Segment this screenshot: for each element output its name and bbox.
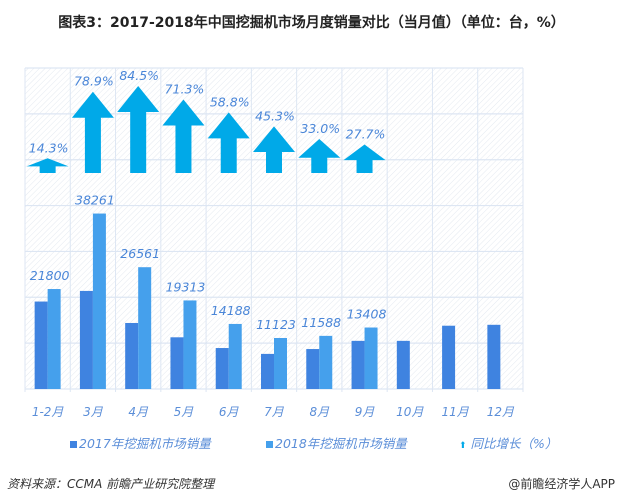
- legend-label: 2017年挖掘机市场销量: [79, 436, 211, 451]
- bar-2018: [319, 335, 333, 389]
- bar-2017: [442, 325, 456, 389]
- legend-swatch: [266, 441, 273, 448]
- bar-2017: [125, 322, 139, 389]
- data-label-2018: 38261: [75, 193, 115, 208]
- bar-2017: [170, 337, 184, 389]
- x-tick-label: 8月: [309, 405, 330, 419]
- legend-2018: 2018年挖掘机市场销量: [266, 433, 407, 452]
- growth-arrow: [253, 126, 295, 173]
- source-note: 资料来源：CCMA 前瞻产业研究院整理: [7, 477, 215, 491]
- legend-label: 同比增长（%）: [470, 436, 558, 451]
- data-label-growth: 78.9%: [74, 74, 114, 89]
- data-label-2018: 19313: [166, 279, 206, 294]
- legend-label: 2018年挖掘机市场销量: [275, 436, 407, 451]
- data-label-2018: 11588: [301, 315, 341, 330]
- growth-arrow: [207, 112, 250, 173]
- growth-arrow: [71, 91, 114, 173]
- arrow-up-icon: ⬆: [459, 441, 467, 451]
- bar-2018: [47, 289, 61, 389]
- x-tick-label: 10月: [396, 405, 424, 419]
- data-label-growth: 45.3%: [255, 108, 295, 123]
- bar-2018: [274, 337, 287, 389]
- data-label-growth: 33.0%: [300, 121, 340, 136]
- x-tick-label: 9月: [355, 405, 376, 419]
- data-label-2018: 26561: [120, 246, 160, 261]
- chart: 1-2月 21800 14.3% 3月 38261 78.9% 4月 26561 84.5% 5月…: [24, 67, 524, 419]
- x-tick-label: 11月: [441, 405, 469, 419]
- data-label-2018: 11123: [256, 317, 296, 332]
- bar-2017: [487, 324, 501, 389]
- bar-2017: [34, 301, 48, 389]
- bar-2018: [364, 327, 378, 389]
- brand-credit: @前瞻经济学人APP: [508, 477, 615, 491]
- growth-arrow: [117, 85, 160, 173]
- growth-arrow: [26, 158, 69, 173]
- data-label-growth: 58.8%: [210, 94, 250, 109]
- growth-arrow: [162, 99, 205, 173]
- legend-swatch: [70, 441, 77, 448]
- growth-arrow: [343, 144, 386, 173]
- data-label-growth: 84.5%: [119, 68, 159, 83]
- x-tick-label: 12月: [487, 405, 515, 419]
- data-label-2018: 13408: [347, 307, 387, 322]
- legend-growth: ⬆ 同比增长（%）: [459, 433, 557, 452]
- bar-2018: [228, 323, 242, 389]
- data-label-growth: 71.3%: [165, 82, 205, 97]
- bar-2017: [306, 349, 320, 389]
- x-tick-label: 7月: [264, 405, 285, 419]
- bar-2017: [351, 340, 365, 389]
- x-tick-label: 1-2月: [32, 405, 65, 419]
- data-label-growth: 14.3%: [29, 140, 69, 155]
- bar-2017: [396, 340, 410, 389]
- x-tick-label: 3月: [83, 405, 104, 419]
- x-tick-label: 6月: [219, 405, 240, 419]
- plot-background: [25, 68, 523, 389]
- x-tick-label: 5月: [174, 405, 195, 419]
- x-tick-label: 4月: [128, 405, 149, 419]
- data-label-growth: 27.7%: [346, 126, 386, 141]
- bar-2018: [183, 300, 197, 389]
- bar-2018: [138, 267, 152, 389]
- bar-2018: [92, 213, 106, 389]
- legend-2017: 2017年挖掘机市场销量: [70, 433, 211, 452]
- data-label-2018: 21800: [30, 268, 70, 283]
- bar-2017: [215, 348, 229, 389]
- bar-2017: [261, 353, 274, 389]
- growth-arrow: [298, 139, 341, 173]
- data-label-2018: 14188: [211, 303, 251, 318]
- chart-title: 图表3：2017-2018年中国挖掘机市场月度销量对比（当月值）（单位：台，%）: [58, 15, 565, 31]
- bar-2017: [79, 290, 93, 389]
